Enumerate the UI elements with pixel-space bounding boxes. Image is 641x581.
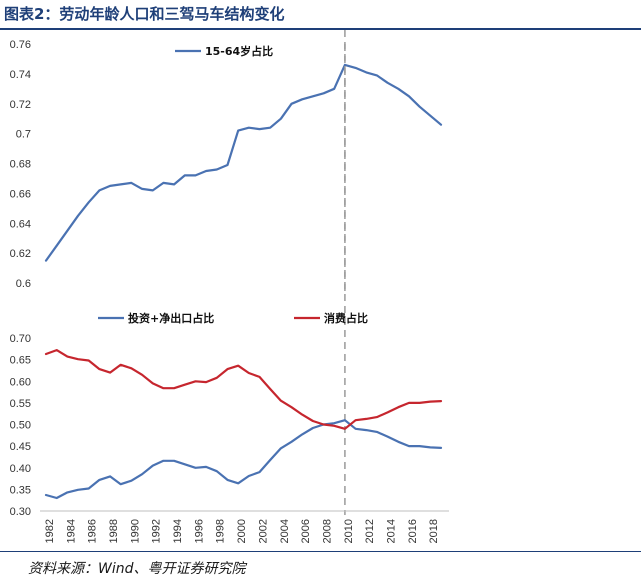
title-rule	[0, 28, 641, 30]
bottom-ytick-label: 0.60	[10, 376, 31, 388]
bottom-xtick-label: 2016	[407, 519, 419, 543]
bottom-xtick-label: 1996	[193, 519, 205, 543]
top-ytick-label: 0.76	[10, 39, 31, 51]
bottom-series-line-1	[44, 349, 443, 430]
bottom-ytick-label: 0.55	[10, 398, 31, 410]
top-ytick-label: 0.64	[10, 218, 31, 230]
top-chart-panel: 0.76 0.74 0.72 0.7 0.68 0.66 0.64 0.62 0.6 15-64岁…	[10, 39, 443, 295]
bottom-xtick-label: 1998	[215, 519, 227, 543]
bottom-ytick-label: 0.50	[10, 420, 31, 432]
top-ytick-label: 0.6	[16, 278, 31, 290]
top-legend-label-0: 15-64岁占比	[205, 44, 273, 58]
source-note: 资料来源：Wind、粤开证券研究院	[28, 561, 246, 577]
bottom-xtick-label: 2006	[300, 519, 312, 543]
bottom-xtick-label: 2004	[279, 519, 291, 543]
source-rule	[0, 551, 641, 552]
bottom-xtick-label: 2008	[321, 519, 333, 543]
bottom-legend-label-1: 消费占比	[324, 311, 368, 325]
bottom-xtick-label: 2010	[343, 519, 355, 543]
bottom-xtick-label: 1984	[65, 519, 77, 543]
chart-area: 0.76 0.74 0.72 0.7 0.68 0.66 0.64 0.62 0.6 15-64岁…	[10, 30, 449, 543]
bottom-ytick-label: 0.35	[10, 484, 31, 496]
title-bar: 图表2：劳动年龄人口和三驾马车结构变化	[0, 0, 641, 28]
bottom-xtick-label: 1982	[44, 519, 56, 543]
top-series-line-0	[44, 63, 443, 262]
bottom-xtick-label: 2012	[364, 519, 376, 543]
bottom-ytick-label: 0.40	[10, 463, 31, 475]
bottom-xtick-label: 2002	[257, 519, 269, 543]
bottom-ytick-label: 0.70	[10, 333, 31, 345]
top-ytick-label: 0.68	[10, 159, 31, 171]
bottom-chart-panel: 0.70 0.65 0.60 0.55 0.50 0.45 0.40 0.35 0.30 投资+净…	[10, 30, 449, 543]
page-title: 图表2：劳动年龄人口和三驾马车结构变化	[4, 5, 285, 23]
bottom-xtick-label: 1990	[129, 519, 141, 543]
bottom-series-line-0	[44, 419, 443, 500]
bottom-xtick-label: 1986	[87, 519, 99, 543]
top-ytick-label: 0.66	[10, 188, 31, 200]
bottom-ytick-label: 0.30	[10, 506, 31, 518]
top-ytick-label: 0.7	[16, 129, 31, 141]
bottom-xtick-label: 1994	[172, 519, 184, 543]
top-ytick-label: 0.62	[10, 248, 31, 260]
bottom-xtick-label: 2018	[428, 519, 440, 543]
top-ytick-label: 0.72	[10, 99, 31, 111]
bottom-xtick-label: 2014	[386, 519, 398, 543]
bottom-ytick-label: 0.45	[10, 441, 31, 453]
bottom-xtick-label: 1988	[108, 519, 120, 543]
bottom-xtick-label: 2000	[236, 519, 248, 543]
bottom-xtick-label: 1992	[151, 519, 163, 543]
bottom-legend-label-0: 投资+净出口占比	[128, 311, 214, 325]
bottom-ytick-label: 0.65	[10, 355, 31, 367]
top-ytick-label: 0.74	[10, 69, 31, 81]
